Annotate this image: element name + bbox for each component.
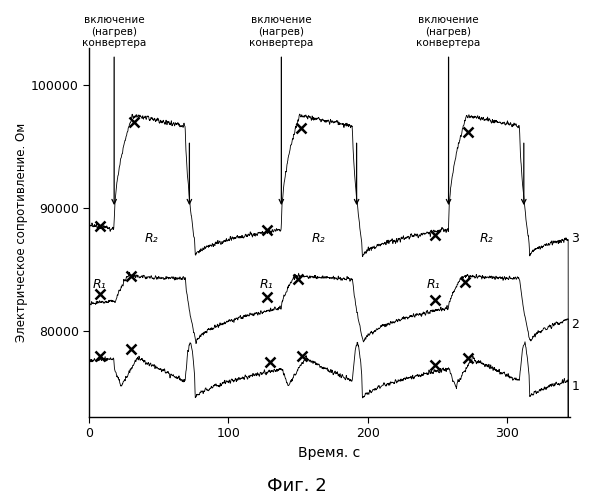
Text: включение
(нагрев)
конвертера: включение (нагрев) конвертера (82, 15, 146, 48)
Text: включение
(нагрев)
конвертера: включение (нагрев) конвертера (416, 15, 481, 48)
Text: R₂: R₂ (145, 232, 159, 245)
X-axis label: Время. с: Время. с (298, 446, 361, 460)
Text: 2: 2 (571, 318, 579, 332)
Text: R₂: R₂ (312, 232, 326, 245)
Text: R₁: R₁ (92, 278, 106, 291)
Text: включение
(нагрев)
конвертера: включение (нагрев) конвертера (249, 15, 314, 48)
Text: 3: 3 (571, 232, 579, 245)
Text: Фиг. 2: Фиг. 2 (267, 477, 327, 495)
Text: R₁: R₁ (260, 278, 273, 291)
Text: R₁: R₁ (426, 278, 440, 291)
Text: R₂: R₂ (479, 232, 493, 245)
Text: 1: 1 (571, 380, 579, 393)
Y-axis label: Электрическое сопротивление. Ом: Электрическое сопротивление. Ом (15, 123, 28, 342)
